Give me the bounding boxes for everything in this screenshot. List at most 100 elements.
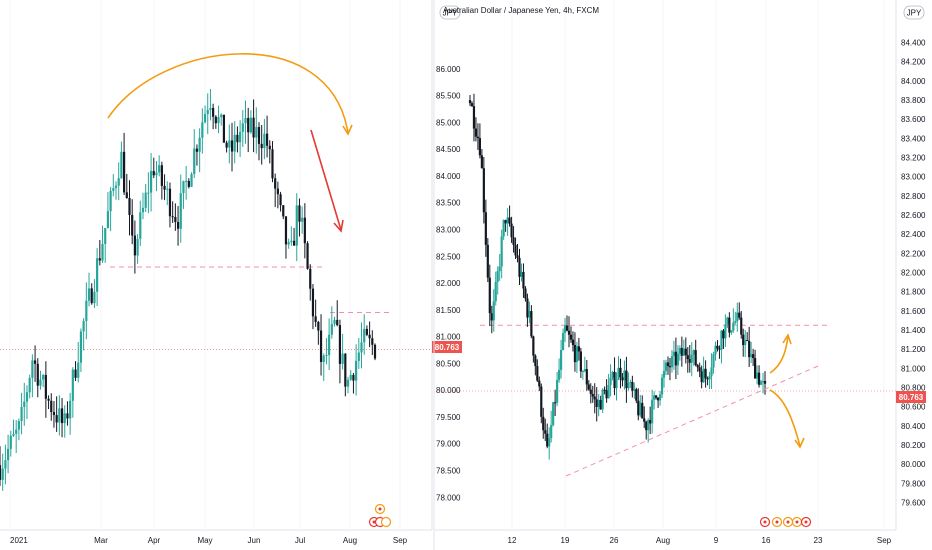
x-tick-label: Aug [343,536,357,545]
candle-body [303,217,306,244]
candle-body [542,416,545,431]
right-chart: 84.400 84.200 84.000 83.800 83.600 83.400 83.2… [433,0,926,550]
candle-body [298,205,301,222]
event-icon-dot [795,520,799,524]
candle-body [217,117,220,124]
right-up-arrow-head [782,333,792,345]
candle-body [195,148,199,152]
candle-body [619,367,622,378]
y-tick-label: 81.400 [901,326,926,335]
candle-body [641,402,644,419]
candle-body [583,369,586,372]
candle-body [694,350,697,366]
candle-body [136,238,139,256]
candle-body [263,133,266,149]
left-event-icons[interactable] [368,503,392,528]
candle-body [233,134,236,152]
y-tick-label: 82.200 [901,249,926,258]
candle-body [682,348,685,356]
candle-body [676,353,679,366]
candle-body [670,356,674,368]
candle-body [363,328,366,343]
candle-body [528,311,531,318]
y-tick-label: 82.600 [901,211,926,220]
candle-body [496,271,499,282]
candle-body [746,340,749,342]
candle-body [284,216,288,245]
candle-body [328,334,331,356]
left-last-price-badge: 80.763 [432,341,462,353]
candle-body [520,271,523,277]
left-x-ticks: 2021 Mar Apr May Jun Jul Aug Sep [10,536,408,545]
candle-body [247,117,250,133]
candle-body [742,334,745,346]
right-event-icons[interactable] [759,516,812,528]
x-tick-label: 16 [762,536,771,545]
candle-body [338,325,342,364]
candle-body [271,149,274,179]
candle-body [763,381,767,384]
candle-body [633,389,636,391]
candle-body [279,194,282,206]
candle-body [615,380,618,389]
candle-body [468,100,472,104]
candle-body [732,322,735,331]
y-tick-label: 82.000 [901,269,926,278]
candle-body [265,133,269,146]
y-tick-label: 83.000 [901,173,926,182]
candle-body [613,371,616,389]
y-tick-label: 81.000 [436,333,461,342]
candle-body [147,192,150,194]
right-currency-badge[interactable]: JPY [903,5,925,20]
candle-body [536,366,539,381]
y-tick-label: 82.000 [436,279,461,288]
candle-body [176,221,180,229]
y-tick-label: 80.200 [901,441,926,450]
candle-body [152,170,155,176]
candle-body [603,389,606,391]
candle-body [133,235,136,256]
candle-body [28,377,31,393]
candle-body [611,371,614,378]
candle-body [36,363,39,386]
candle-body [128,198,131,215]
candle-body [736,312,739,322]
candle-body [292,240,296,246]
candle-body [241,123,244,132]
candle-body [357,352,360,361]
candle-body [344,353,347,387]
candle-body [700,371,703,383]
candle-body [625,370,628,389]
candle-body [355,360,358,381]
left-currency-badge[interactable]: JPY [439,5,461,20]
candle-body [123,151,126,193]
candle-body [754,358,757,379]
y-tick-label: 83.200 [901,154,926,163]
y-tick-label: 79.800 [901,479,926,488]
left-orange-arc-head [342,124,353,136]
candle-body [244,117,247,124]
candle-body [198,137,201,152]
candle-body [290,240,293,243]
candle-body [494,281,497,302]
candle-body [268,145,271,150]
right-ascending-trendline [565,365,819,477]
event-icon[interactable] [380,516,392,528]
candle-body [58,408,61,423]
candle-body [716,345,719,349]
svg-text:JPY: JPY [443,9,458,18]
candle-body [112,188,115,191]
candle-body [31,360,34,378]
y-tick-label: 80.400 [901,422,926,431]
y-tick-label: 85.500 [436,92,461,101]
left-levels [0,266,432,350]
candle-body [193,148,196,175]
candle-body [554,402,557,404]
candle-body [187,180,190,187]
candle-body [656,397,660,401]
candle-body [492,301,495,321]
candle-body [109,190,112,212]
candle-body [631,381,634,391]
candle-body [635,389,638,401]
right-down-arrow [769,389,801,447]
